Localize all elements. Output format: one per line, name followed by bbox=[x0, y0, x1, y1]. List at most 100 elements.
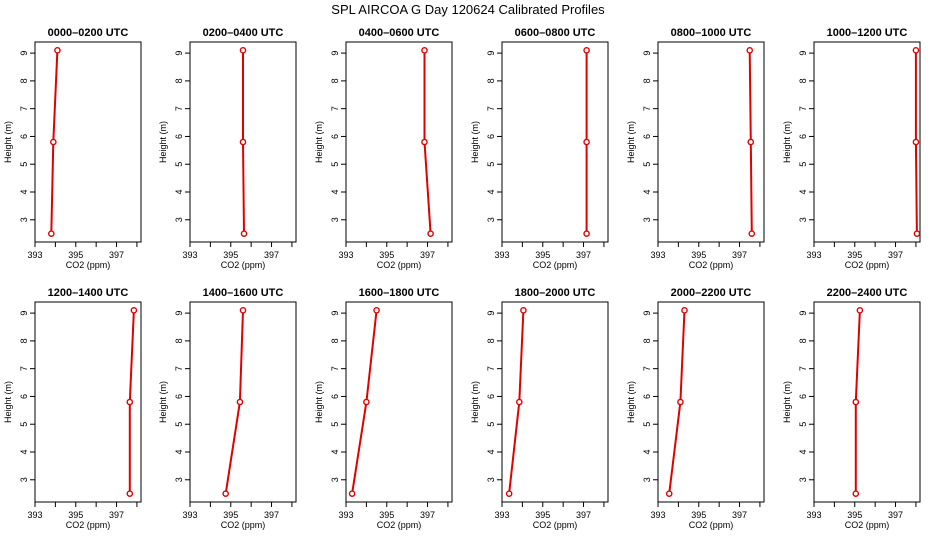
plot-frame bbox=[189, 41, 297, 243]
data-point bbox=[239, 307, 247, 314]
x-axis-label: CO2 (ppm) bbox=[377, 260, 422, 270]
x-axis-label: CO2 (ppm) bbox=[221, 520, 266, 530]
x-tick-label: 397 bbox=[732, 250, 747, 260]
y-tick-label: 8 bbox=[486, 78, 496, 83]
data-point bbox=[363, 398, 370, 406]
x-tick-label: 395 bbox=[68, 250, 83, 260]
x-tick-label: 397 bbox=[264, 510, 279, 520]
data-point bbox=[239, 47, 247, 54]
x-tick-label: 397 bbox=[576, 250, 591, 260]
panel-title: 0600–0800 UTC bbox=[515, 27, 596, 39]
y-tick-label: 8 bbox=[174, 338, 184, 343]
data-point bbox=[912, 47, 920, 54]
y-tick-label: 3 bbox=[486, 217, 496, 222]
y-axis-label: Height (m) bbox=[314, 381, 324, 423]
y-tick-label: 6 bbox=[642, 134, 652, 139]
y-tick-label: 3 bbox=[798, 477, 808, 482]
y-tick-label: 4 bbox=[174, 189, 184, 194]
data-point bbox=[126, 490, 134, 497]
x-tick-label: 395 bbox=[223, 250, 238, 260]
x-axis-label: CO2 (ppm) bbox=[845, 520, 890, 530]
y-tick-label: 3 bbox=[798, 217, 808, 222]
y-tick-label: 3 bbox=[174, 217, 184, 222]
panel-title: 1600–1800 UTC bbox=[359, 287, 440, 299]
y-axis-label: Height (m) bbox=[3, 381, 13, 423]
y-tick-label: 7 bbox=[174, 366, 184, 371]
y-tick-label: 5 bbox=[798, 162, 808, 167]
plot-frame bbox=[345, 41, 453, 243]
data-point bbox=[421, 47, 428, 54]
data-point bbox=[583, 138, 590, 146]
panel-title: 2000–2200 UTC bbox=[671, 287, 752, 299]
y-tick-label: 6 bbox=[19, 134, 29, 139]
x-tick-label: 393 bbox=[494, 510, 509, 520]
y-tick-label: 8 bbox=[486, 338, 496, 343]
panel-title: 0200–0400 UTC bbox=[203, 27, 284, 39]
x-tick-label: 393 bbox=[806, 250, 821, 260]
data-point bbox=[54, 47, 61, 54]
x-tick-label: 397 bbox=[109, 250, 124, 260]
figure-title: SPL AIRCOA G Day 120624 Calibrated Profi… bbox=[331, 2, 605, 17]
data-point bbox=[373, 307, 380, 314]
x-tick-label: 397 bbox=[732, 510, 747, 520]
x-tick-label: 395 bbox=[691, 510, 706, 520]
data-point bbox=[130, 307, 138, 314]
data-point bbox=[427, 230, 434, 237]
y-tick-label: 7 bbox=[174, 106, 184, 111]
x-tick-label: 393 bbox=[182, 250, 197, 260]
y-tick-label: 7 bbox=[486, 106, 496, 111]
y-tick-label: 6 bbox=[330, 134, 340, 139]
data-point bbox=[665, 490, 673, 497]
plot-frame bbox=[657, 301, 765, 503]
data-point bbox=[48, 230, 55, 237]
data-point bbox=[236, 398, 244, 406]
y-tick-label: 7 bbox=[330, 106, 340, 111]
data-point bbox=[520, 307, 527, 314]
y-tick-label: 6 bbox=[486, 134, 496, 139]
y-tick-label: 8 bbox=[798, 78, 808, 83]
x-axis-label: CO2 (ppm) bbox=[533, 260, 578, 270]
y-tick-label: 4 bbox=[642, 449, 652, 454]
data-point bbox=[240, 230, 248, 237]
y-axis-label: Height (m) bbox=[626, 121, 636, 163]
plot-frame bbox=[501, 41, 609, 243]
y-tick-label: 3 bbox=[19, 477, 29, 482]
y-axis-label: Height (m) bbox=[782, 381, 792, 423]
data-point bbox=[126, 398, 134, 406]
panel-title: 1200–1400 UTC bbox=[48, 287, 129, 299]
y-tick-label: 9 bbox=[486, 311, 496, 316]
x-tick-label: 395 bbox=[847, 510, 862, 520]
y-axis-label: Height (m) bbox=[3, 121, 13, 163]
y-tick-label: 8 bbox=[798, 338, 808, 343]
x-tick-label: 395 bbox=[223, 510, 238, 520]
y-tick-label: 6 bbox=[330, 394, 340, 399]
y-tick-label: 5 bbox=[486, 162, 496, 167]
x-tick-label: 397 bbox=[109, 510, 124, 520]
y-tick-label: 8 bbox=[330, 338, 340, 343]
x-tick-label: 395 bbox=[691, 250, 706, 260]
y-tick-label: 4 bbox=[486, 449, 496, 454]
x-tick-label: 393 bbox=[338, 250, 353, 260]
y-tick-label: 9 bbox=[642, 51, 652, 56]
y-tick-label: 5 bbox=[174, 162, 184, 167]
y-tick-label: 3 bbox=[486, 477, 496, 482]
y-axis-label: Height (m) bbox=[470, 381, 480, 423]
y-tick-label: 7 bbox=[642, 366, 652, 371]
y-tick-label: 3 bbox=[642, 477, 652, 482]
panel-title: 2200–2400 UTC bbox=[827, 287, 908, 299]
y-tick-label: 3 bbox=[330, 477, 340, 482]
x-axis-label: CO2 (ppm) bbox=[66, 520, 111, 530]
x-tick-label: 397 bbox=[888, 510, 903, 520]
y-tick-label: 5 bbox=[330, 422, 340, 427]
plot-frame bbox=[189, 301, 297, 503]
y-tick-label: 3 bbox=[330, 217, 340, 222]
y-tick-label: 5 bbox=[486, 422, 496, 427]
y-axis-label: Height (m) bbox=[314, 121, 324, 163]
x-tick-label: 393 bbox=[27, 510, 42, 520]
y-tick-label: 6 bbox=[798, 394, 808, 399]
x-tick-label: 393 bbox=[338, 510, 353, 520]
